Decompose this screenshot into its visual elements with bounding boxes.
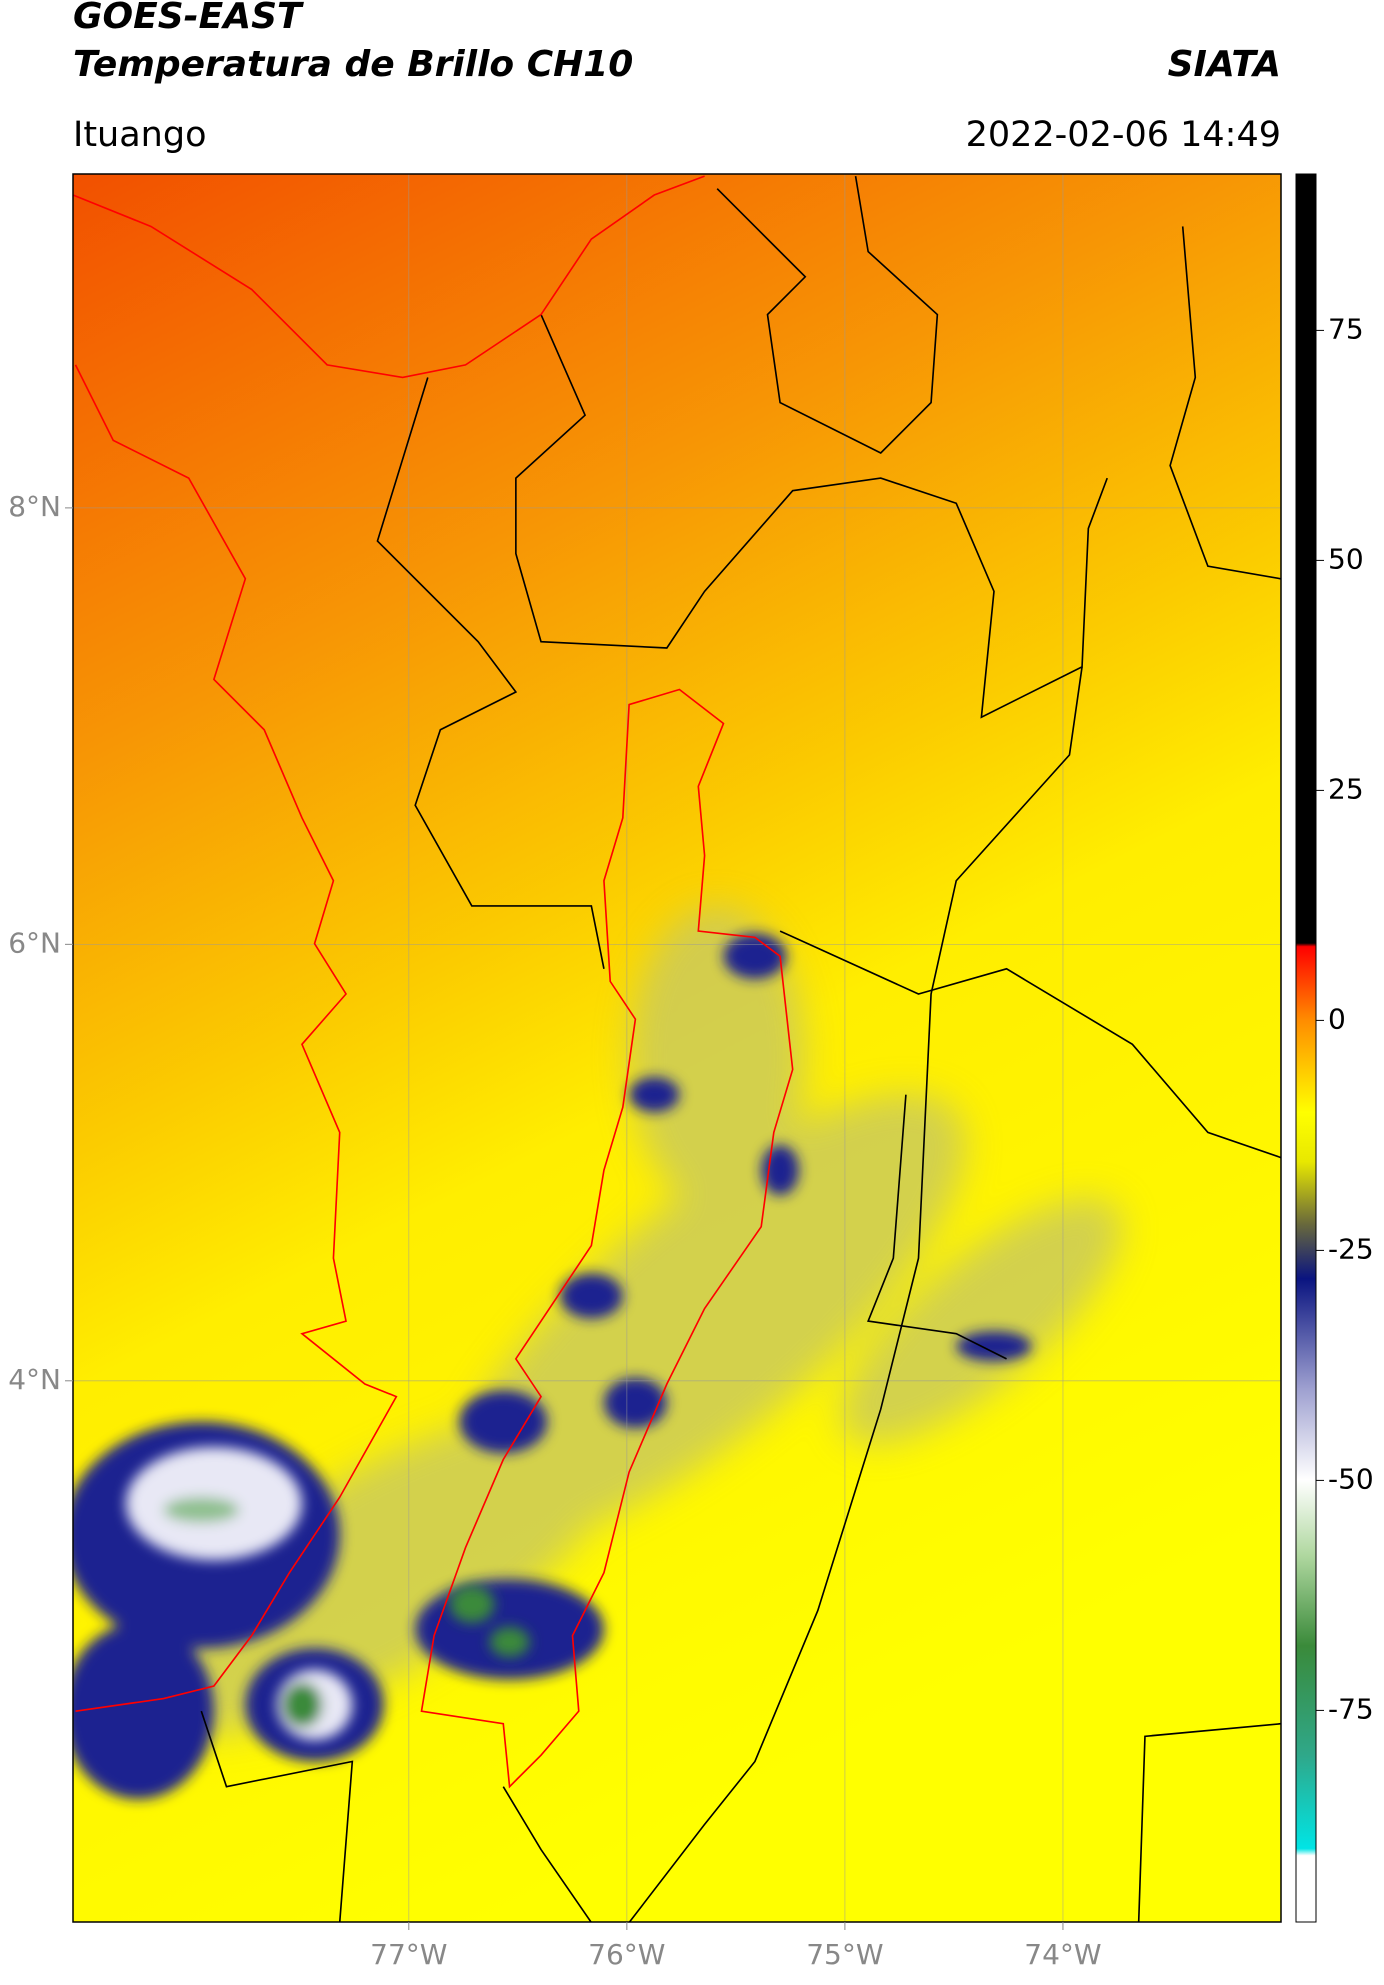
y-tick-label: 6°N	[8, 926, 61, 959]
agency: SIATA	[1168, 44, 1281, 85]
colorbar	[1295, 173, 1317, 1923]
y-tick-label: 8°N	[8, 490, 61, 523]
colorbar-tick-label: 0	[1328, 1002, 1346, 1035]
subtitle: Temperatura de Brillo CH10	[73, 44, 633, 85]
x-tick-label: 76°W	[588, 1938, 665, 1971]
x-tick-label: 75°W	[806, 1938, 883, 1971]
colorbar-tick-label: -50	[1328, 1462, 1374, 1495]
y-tick-label: 4°N	[8, 1363, 61, 1396]
x-tick-label: 77°W	[370, 1938, 447, 1971]
colorbar-tick-label: 50	[1328, 542, 1364, 575]
cloud-field	[73, 905, 1123, 1800]
colorbar-tick-label: 25	[1328, 772, 1364, 805]
x-tick-label: 74°W	[1024, 1938, 1101, 1971]
colorbar-tick-label: -75	[1328, 1692, 1374, 1725]
title: GOES-EAST	[73, 0, 304, 37]
colorbar-tick-label: 75	[1328, 312, 1364, 345]
colorbar-tick-label: -25	[1328, 1232, 1374, 1265]
datetime: 2022-02-06 14:49	[966, 115, 1281, 155]
map	[73, 174, 1281, 1922]
boundaries	[73, 175, 1281, 1922]
location: Ituango	[73, 115, 207, 155]
map-frame	[72, 173, 1282, 1923]
